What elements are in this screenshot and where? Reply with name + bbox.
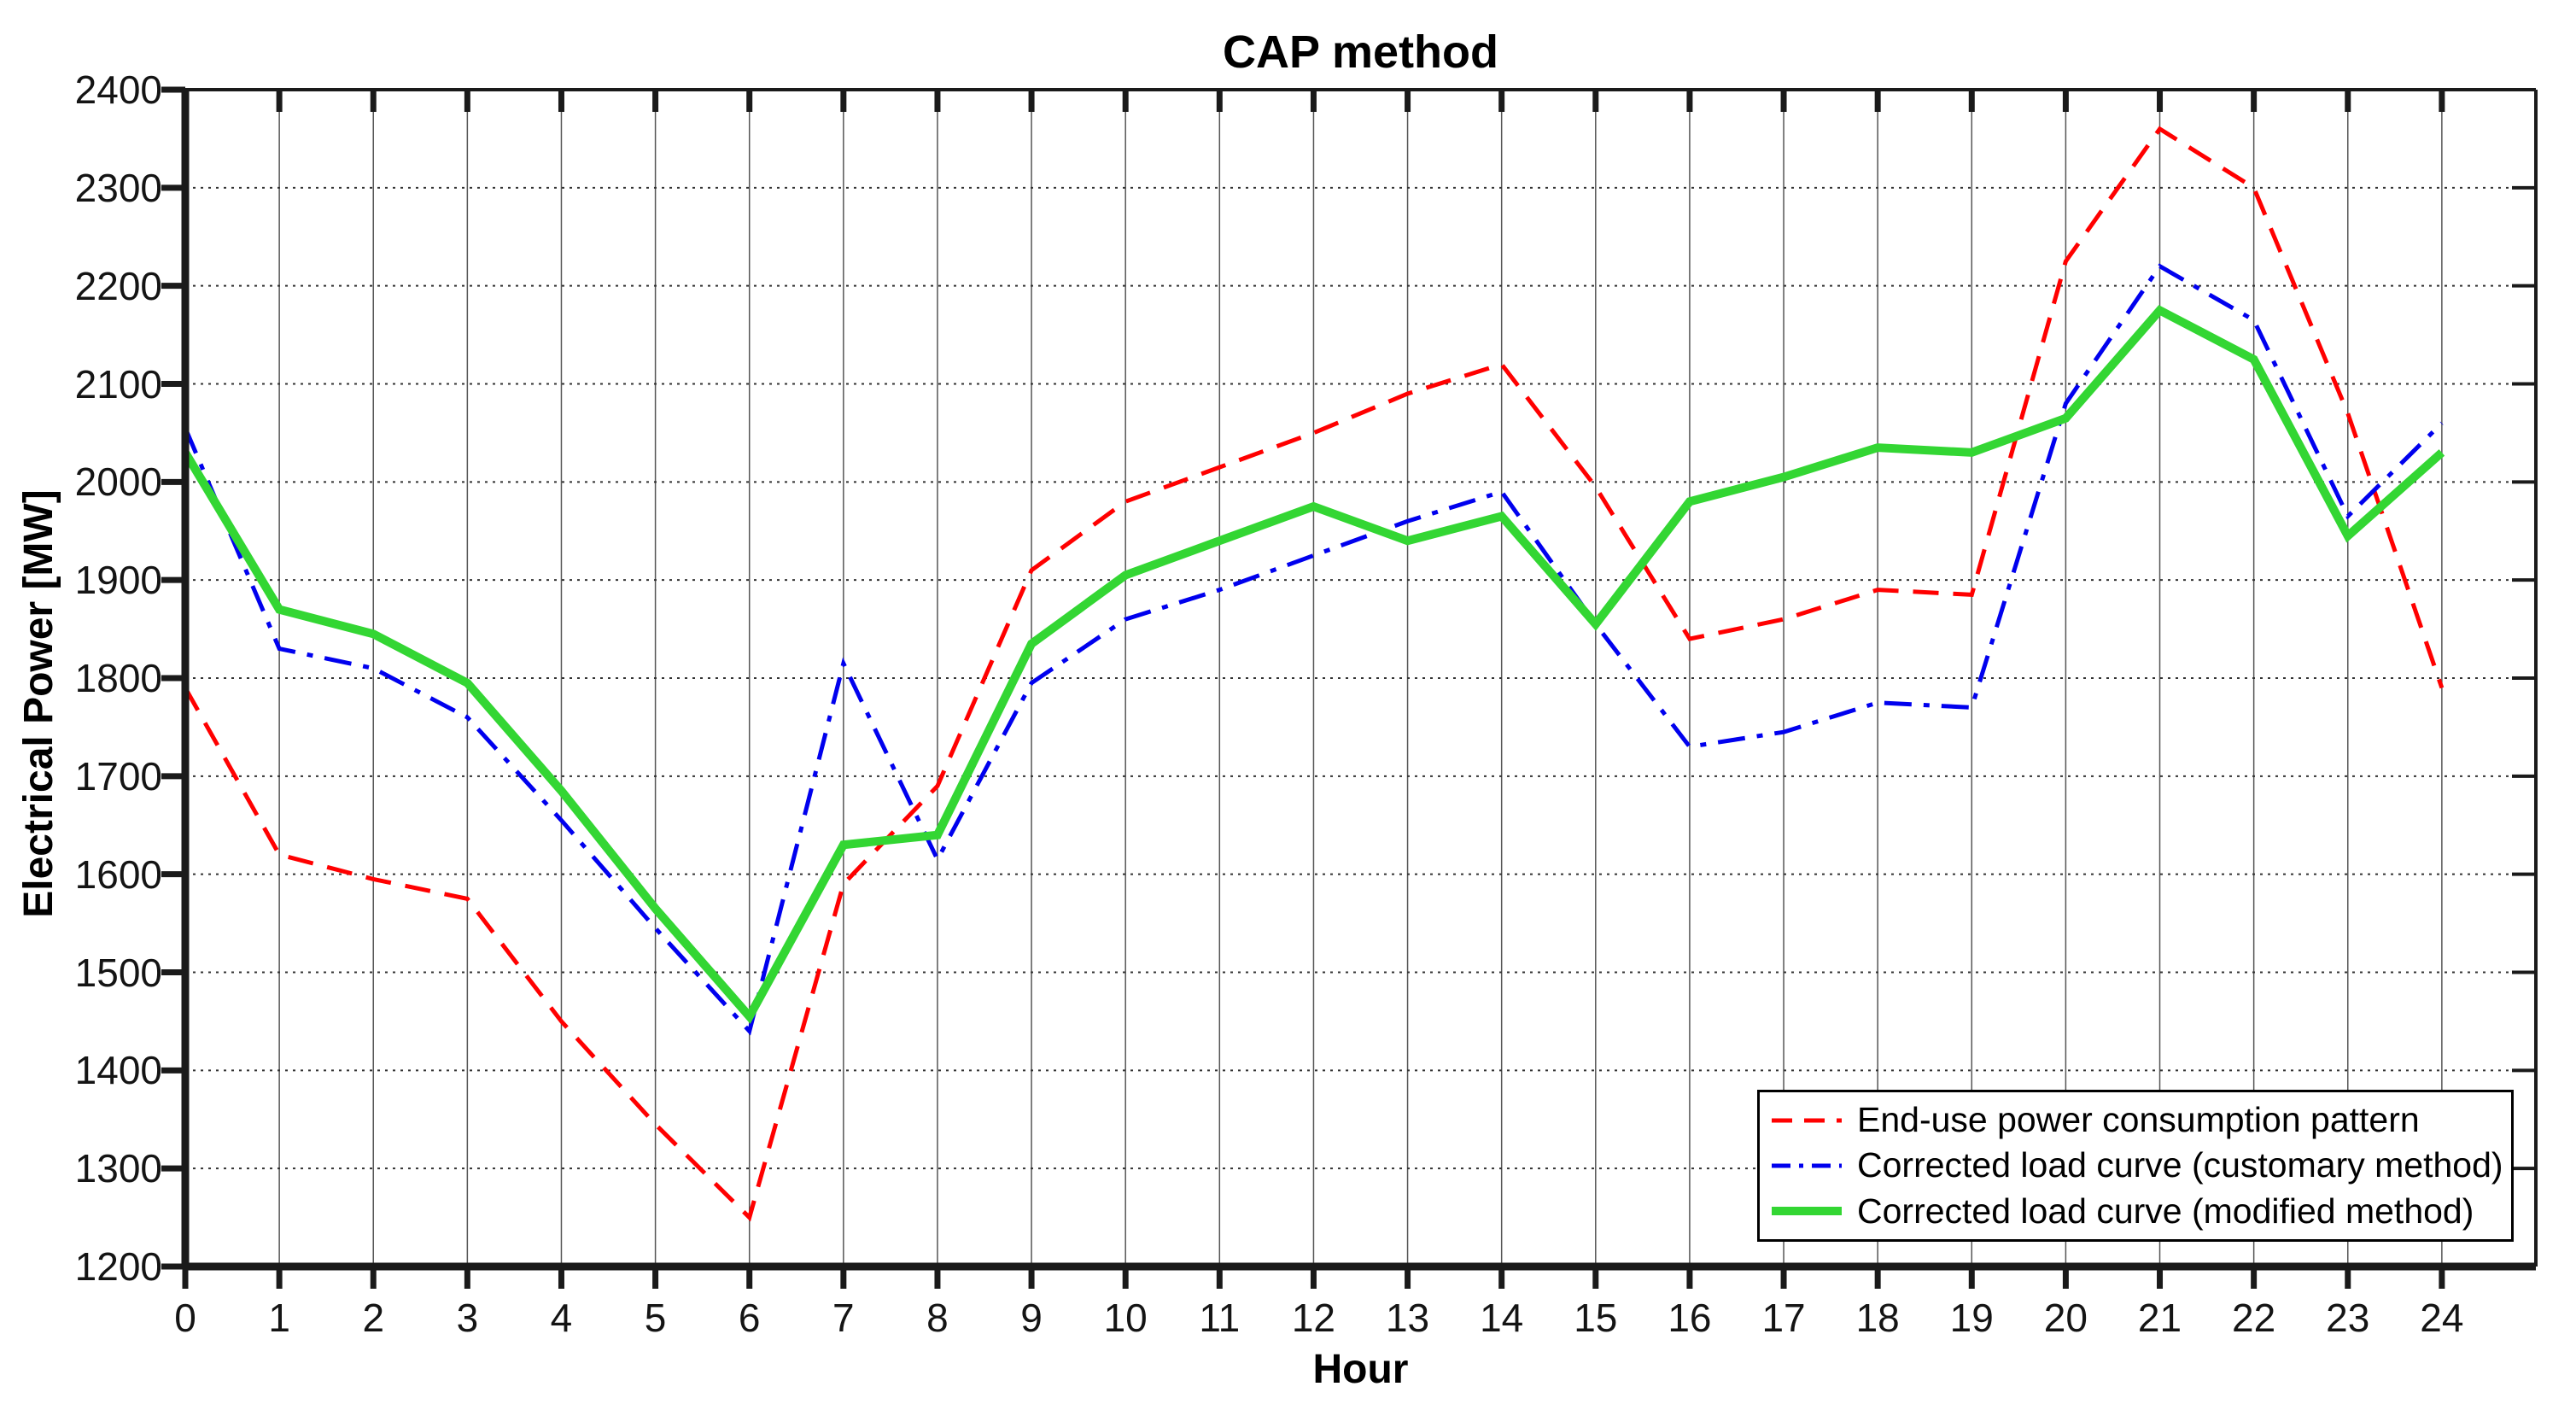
- y-tick-label: 1400: [74, 1048, 162, 1093]
- x-tick-label: 10: [1103, 1296, 1148, 1340]
- x-tick-label: 21: [2137, 1296, 2182, 1340]
- x-tick-label: 20: [2043, 1296, 2088, 1340]
- legend-line-sample-icon: [1772, 1207, 1842, 1216]
- series-line-0: [183, 126, 2445, 1222]
- x-tick-label: 1: [268, 1296, 290, 1340]
- legend-row: Corrected load curve (customary method): [1772, 1144, 2511, 1188]
- x-tick-label: 19: [1949, 1296, 1994, 1340]
- y-tick-label: 2300: [74, 165, 162, 210]
- x-tick-label: 16: [1668, 1296, 1712, 1340]
- x-tick-label: 5: [644, 1296, 667, 1340]
- x-tick-label: 23: [2326, 1296, 2370, 1340]
- x-tick-label: 24: [2420, 1296, 2464, 1340]
- y-tick-label: 2200: [74, 263, 162, 308]
- x-tick-label: 7: [832, 1296, 855, 1340]
- y-tick-label: 2400: [74, 67, 162, 112]
- legend-line-sample-icon: [1772, 1163, 1842, 1168]
- y-tick-label: 1300: [74, 1146, 162, 1191]
- chart-title: CAP method: [1222, 26, 1499, 78]
- y-tick-label: 2100: [74, 361, 162, 407]
- y-tick-label: 2000: [74, 459, 162, 505]
- x-tick-label: 13: [1385, 1296, 1430, 1340]
- legend-line-sample-icon: [1772, 1118, 1842, 1123]
- x-tick-label: 0: [174, 1296, 196, 1340]
- x-tick-label: 18: [1855, 1296, 1900, 1340]
- plot-canvas: [161, 86, 2538, 1289]
- x-axis-title: Hour: [1312, 1347, 1409, 1392]
- x-tick-label: 17: [1761, 1296, 1806, 1340]
- x-tick-label: 2: [362, 1296, 385, 1340]
- legend-label: Corrected load curve (customary method): [1857, 1145, 2503, 1185]
- x-tick-label: 8: [926, 1296, 949, 1340]
- legend-box: End-use power consumption pattern Correct…: [1757, 1090, 2514, 1242]
- legend-label: Corrected load curve (modified method): [1857, 1191, 2474, 1231]
- y-tick-label: 1500: [74, 950, 162, 995]
- x-tick-label: 15: [1574, 1296, 1618, 1340]
- x-tick-label: 9: [1020, 1296, 1043, 1340]
- series-line-1: [183, 263, 2444, 1036]
- legend-row: End-use power consumption pattern: [1772, 1098, 2511, 1143]
- legend-row: Corrected load curve (modified method): [1772, 1189, 2511, 1233]
- y-tick-label: 1200: [74, 1244, 162, 1289]
- x-tick-label: 11: [1199, 1296, 1241, 1340]
- y-tick-label: 1600: [74, 851, 162, 897]
- x-tick-label: 22: [2232, 1296, 2276, 1340]
- series-line-2: [181, 305, 2445, 1024]
- x-tick-label: 6: [738, 1296, 761, 1340]
- legend-label: End-use power consumption pattern: [1857, 1100, 2420, 1140]
- plot-area: [161, 86, 2538, 1289]
- x-tick-label: 3: [456, 1296, 479, 1340]
- x-tick-label: 12: [1291, 1296, 1336, 1340]
- y-tick-label: 1900: [74, 558, 162, 603]
- y-tick-label: 1800: [74, 656, 162, 700]
- y-tick-label: 1700: [74, 753, 162, 799]
- x-tick-label: 14: [1480, 1296, 1524, 1340]
- x-tick-label: 4: [550, 1296, 573, 1340]
